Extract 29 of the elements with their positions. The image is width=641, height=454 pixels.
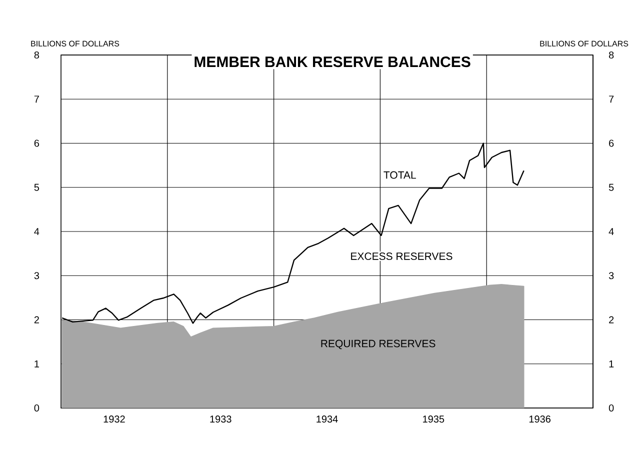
- x-tick-label: 1932: [104, 416, 125, 423]
- series-label: TOTAL: [384, 171, 416, 179]
- y2-tick-label: 2: [609, 316, 614, 324]
- y2-tick-label: 0: [608, 404, 614, 412]
- y2-tick-label: 7: [609, 96, 614, 103]
- y-tick-label: 0: [34, 404, 40, 412]
- y2-tick-label: 6: [609, 140, 614, 147]
- y-tick-label: 6: [34, 140, 40, 147]
- x-tick-label: 1934: [316, 416, 338, 423]
- y-tick-label: 7: [34, 96, 39, 103]
- y-tick-label: 1: [34, 360, 39, 368]
- x-tick-label: 1935: [423, 416, 444, 423]
- y2-tick-label: 8: [608, 51, 614, 59]
- series-label: REQUIRED RESERVES: [321, 340, 436, 350]
- y-tick-label: 2: [34, 316, 39, 324]
- y2-tick-label: 4: [608, 228, 614, 235]
- x-tick-label: 1936: [529, 416, 550, 423]
- y2-axis-title: BILLIONS OF DOLLARS: [540, 40, 628, 46]
- x-tick-label: 1933: [210, 416, 232, 423]
- y-tick-label: 8: [34, 51, 40, 59]
- chart-title: MEMBER BANK RESERVE BALANCES: [194, 56, 470, 68]
- y-axis-title: BILLIONS OF DOLLARS: [31, 40, 120, 46]
- y2-tick-label: 1: [609, 360, 614, 368]
- y-tick-label: 5: [34, 184, 40, 191]
- y2-tick-label: 5: [608, 184, 614, 191]
- y-tick-label: 4: [34, 228, 40, 235]
- annotation: EXCESS RESERVES: [351, 252, 452, 260]
- y-tick-label: 3: [34, 272, 40, 280]
- y2-tick-label: 3: [608, 272, 614, 280]
